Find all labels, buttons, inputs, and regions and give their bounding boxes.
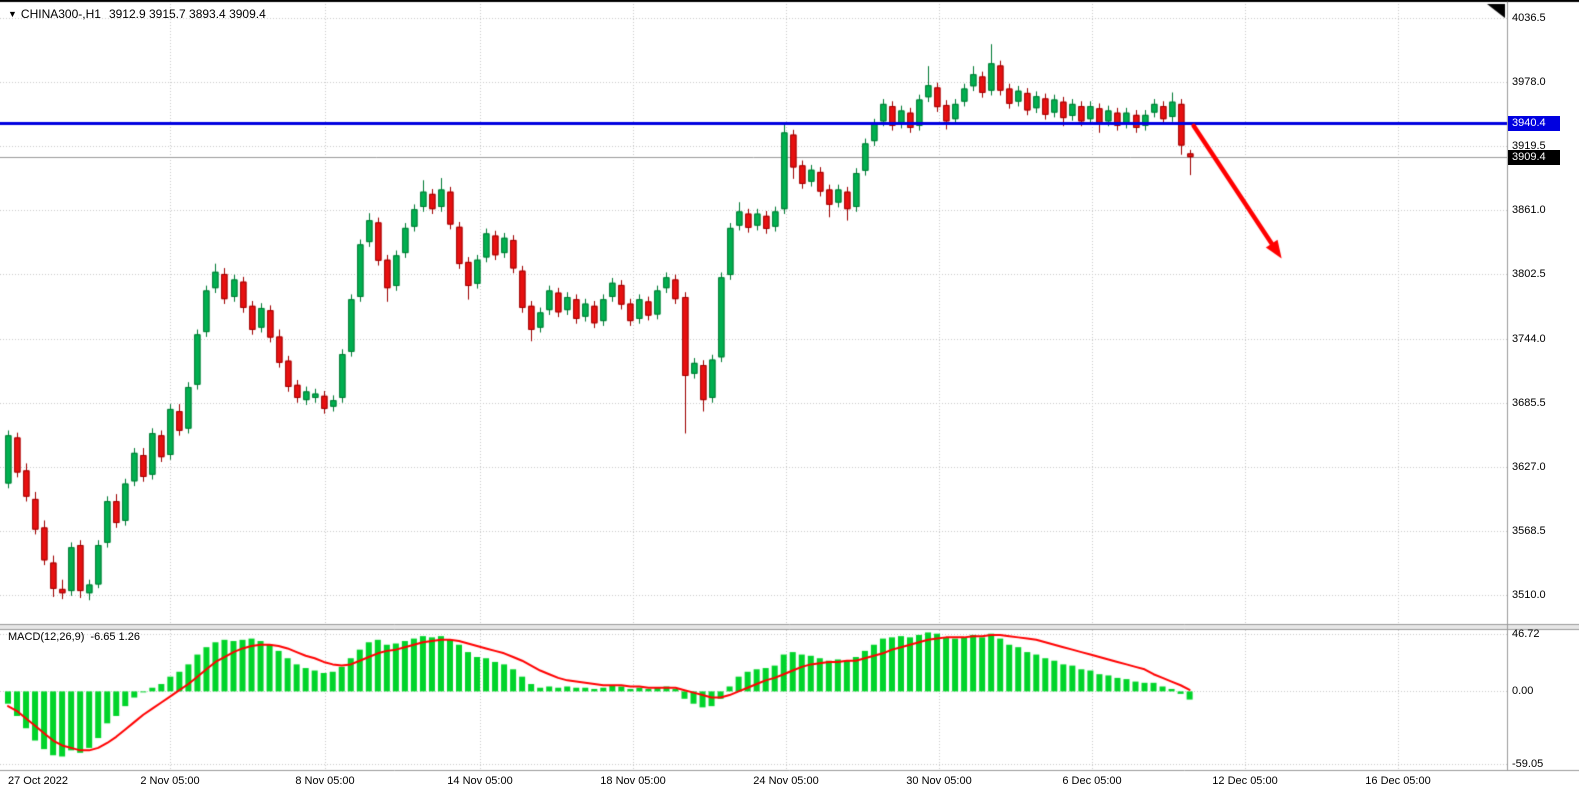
price-tick-label: 3744.0 <box>1512 332 1546 345</box>
macd-tick-label: 46.72 <box>1512 628 1540 641</box>
time-axis-label: 16 Dec 05:00 <box>1365 775 1431 787</box>
price-tick-label: 4036.5 <box>1512 11 1546 24</box>
macd-tick-label: -59.05 <box>1512 757 1544 770</box>
time-axis-label: 8 Nov 05:00 <box>295 775 355 787</box>
time-axis-label: 14 Nov 05:00 <box>447 775 513 787</box>
price-tick-label: 3978.0 <box>1512 75 1546 88</box>
chart-header: ▼ CHINA300-,H1 3912.9 3915.7 3893.4 3909.4 <box>8 7 266 21</box>
time-axis-label: 12 Dec 05:00 <box>1212 775 1278 787</box>
price-tick-label: 3919.5 <box>1512 140 1546 153</box>
time-axis-label: 27 Oct 2022 <box>8 775 68 787</box>
macd-indicator-header: MACD(12,26,9) -6.65 1.26 <box>8 631 140 643</box>
price-tick-label: 3802.5 <box>1512 268 1546 281</box>
ohlc-readout: 3912.9 3915.7 3893.4 3909.4 <box>108 7 266 21</box>
macd-values-readout: -6.65 1.26 <box>90 631 140 643</box>
collapse-icon[interactable]: ▼ <box>8 9 17 19</box>
price-tick-label: 3510.0 <box>1512 589 1546 602</box>
time-axis-label: 24 Nov 05:00 <box>753 775 819 787</box>
time-axis-label: 30 Nov 05:00 <box>906 775 972 787</box>
last-price-badge: 3909.4 <box>1508 149 1560 165</box>
macd-tick-label: 0.00 <box>1512 685 1534 698</box>
macd-indicator-label: MACD(12,26,9) <box>8 631 85 643</box>
price-tick-label: 3861.0 <box>1512 204 1546 217</box>
price-tick-label: 3627.0 <box>1512 461 1546 474</box>
resistance-price-badge: 3940.4 <box>1508 115 1560 131</box>
price-tick-label: 3685.5 <box>1512 396 1546 409</box>
time-axis-label: 2 Nov 05:00 <box>140 775 200 787</box>
time-axis-label: 18 Nov 05:00 <box>600 775 666 787</box>
price-tick-label: 3568.5 <box>1512 525 1546 538</box>
symbol-period-label: CHINA300-,H1 <box>20 7 101 21</box>
time-axis-label: 6 Dec 05:00 <box>1062 775 1122 787</box>
